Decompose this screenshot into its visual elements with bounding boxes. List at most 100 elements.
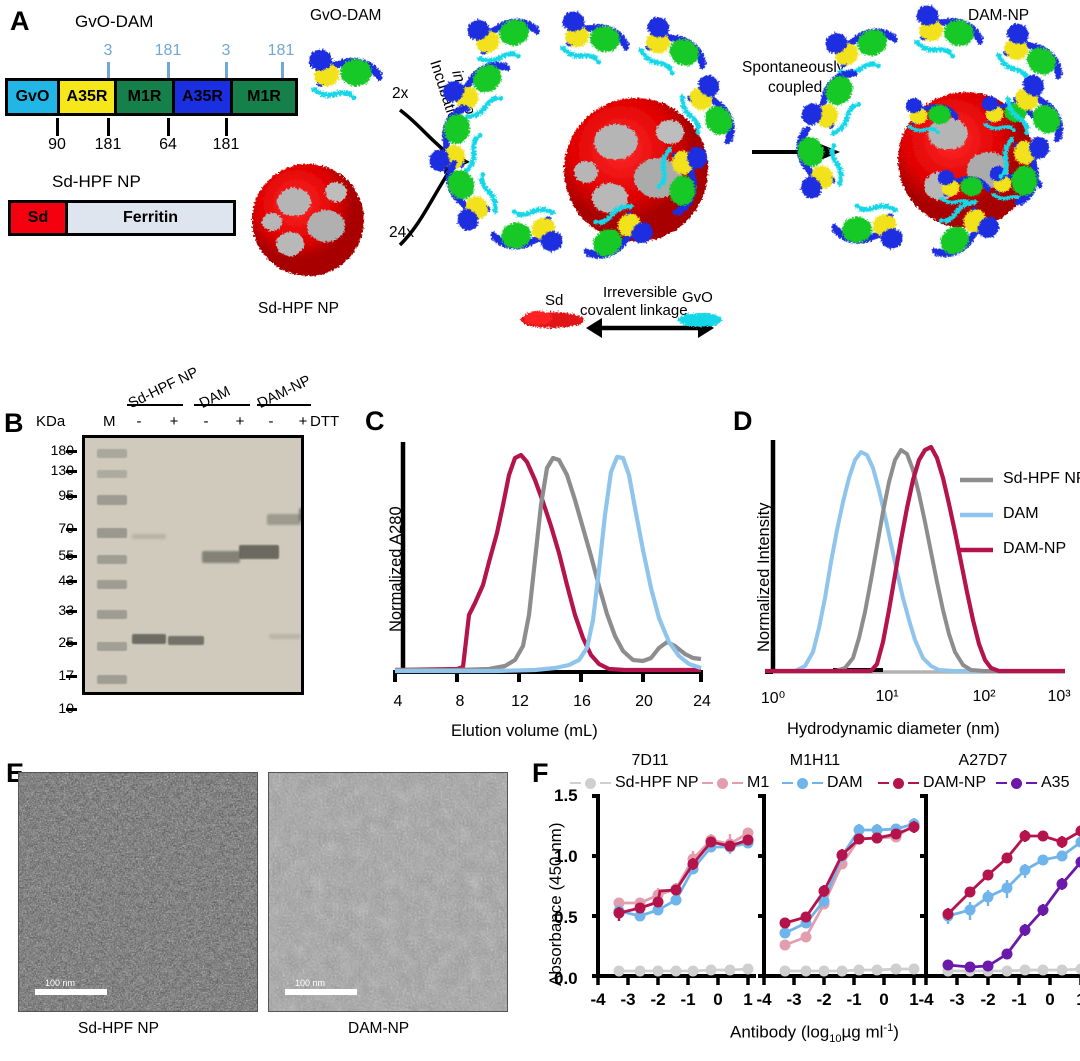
panel-b: B KDa M DTT Sd-HPF NP DAM DAM-NP - + - +… xyxy=(0,350,360,750)
panel-a-letter: A xyxy=(10,6,30,36)
group-label-dam-np: DAM-NP xyxy=(254,372,314,412)
bottom-tick-value-4: 181 xyxy=(212,136,240,153)
group-line-3 xyxy=(257,404,311,406)
panel-f: F 7D11 M1H11 A27D7 Sd-HPF NP M1 DAM DAM-… xyxy=(530,750,1080,1061)
panel-b-letter: B xyxy=(4,408,24,438)
legend-dash2-icon-4 xyxy=(908,781,919,785)
band-dam-minus xyxy=(202,551,240,563)
top-tick-value-2: 181 xyxy=(154,42,182,59)
panel-c-plot xyxy=(393,442,703,682)
top-tick-line-2 xyxy=(167,62,170,80)
ladder-band-17 xyxy=(97,675,127,684)
legend-label-1: Sd-HPF NP xyxy=(615,774,699,791)
kda-dash-95 xyxy=(66,495,77,498)
kda-dash-17 xyxy=(66,675,77,678)
top-tick-value-1: 3 xyxy=(103,42,113,59)
ladder-band-25 xyxy=(97,642,127,651)
f2-xtick-2: -3 xyxy=(786,990,802,1009)
panel-c: C Normalized A280 4 8 12 16 20 24 Elutio… xyxy=(355,400,725,750)
svg-text:in vitro: in vitro xyxy=(448,68,478,117)
legend-dash-icon-4 xyxy=(878,781,889,785)
ladder-band-43 xyxy=(97,580,127,589)
em-caption-2: DAM-NP xyxy=(348,1020,410,1037)
panel-d-xtick-2: 10¹ xyxy=(875,688,899,705)
band-damnp-plus xyxy=(299,508,301,521)
f1-xtick-3: -2 xyxy=(650,990,666,1009)
panel-c-xtick-1: 4 xyxy=(393,693,403,710)
ladder-band-180 xyxy=(97,449,127,458)
domain-seg-m1r-2: M1R xyxy=(233,81,295,113)
lane-sign-4: + xyxy=(235,413,245,430)
panel-f-subtitle-a27d7: A27D7 xyxy=(958,752,1008,769)
panel-c-xtick-6: 24 xyxy=(693,693,711,710)
f1-xtick-1: -4 xyxy=(590,990,606,1009)
top-tick-line-1 xyxy=(107,62,110,80)
f2-xtick-3: -2 xyxy=(816,990,832,1009)
panel-c-letter: C xyxy=(365,406,385,436)
gvo-dam-construct-bar: GvO A35R M1R A35R M1R xyxy=(5,78,298,116)
xlabel-sub: 10 xyxy=(829,1033,842,1046)
panel-c-xtick-5: 20 xyxy=(635,693,653,710)
ladder-band-95 xyxy=(97,495,127,505)
scale-bar-label-2: 100 nm xyxy=(295,978,326,988)
panel-f-plot-7d11 xyxy=(592,794,756,985)
svg-text:24x: 24x xyxy=(389,224,414,241)
kda-dash-55 xyxy=(66,555,77,558)
f2-xtick-6: 1 xyxy=(909,990,919,1009)
ladder-band-33 xyxy=(97,610,127,619)
svg-text:coupled: coupled xyxy=(768,79,822,96)
band-sdhpf-plus xyxy=(168,636,204,645)
f1-xtick-2: -3 xyxy=(620,990,636,1009)
lane-sign-3: - xyxy=(203,413,209,430)
em-image-sd-hpf-np: 100 nm xyxy=(18,772,258,1012)
group-line-1 xyxy=(127,404,183,406)
f2-xtick-1: -4 xyxy=(756,990,772,1009)
kda-axis-title: KDa xyxy=(36,413,66,430)
dtt-label: DTT xyxy=(310,413,340,430)
scale-bar-1 xyxy=(35,989,107,995)
bottom-tick-line-1 xyxy=(56,118,59,136)
top-tick-line-3 xyxy=(225,62,228,80)
lane-sign-2: + xyxy=(169,413,179,430)
panel-d-legend-2: DAM xyxy=(1003,505,1039,522)
f3-xtick-6: 1 xyxy=(1073,990,1080,1010)
sd-hpf-np-construct-bar: Sd Ferritin xyxy=(8,200,236,236)
legend-dot-icon-3 xyxy=(797,777,808,789)
f3-xtick-4: -1 xyxy=(1011,990,1027,1009)
svg-text:2x: 2x xyxy=(392,85,409,102)
ladder-band-130 xyxy=(97,470,127,478)
panel-d-xtick-3: 10² xyxy=(972,688,996,705)
panel-d-legend-3: DAM-NP xyxy=(1003,540,1067,557)
panel-f-ytick-1: 1.5 xyxy=(554,786,578,805)
panel-c-xtick-2: 8 xyxy=(455,693,465,710)
panel-d-xlabel: Hydrodynamic diameter (nm) xyxy=(787,720,1000,738)
legend-dam: DAM xyxy=(782,774,863,792)
legend-dash2-icon-3 xyxy=(812,781,823,785)
svg-text:GvO: GvO xyxy=(682,289,713,306)
legend-label-5: A35 xyxy=(1041,774,1070,791)
legend-sd-hpf-np: Sd-HPF NP xyxy=(570,774,699,792)
domain-seg-a35r-1: A35R xyxy=(60,81,117,113)
kda-dash-10 xyxy=(66,708,77,711)
legend-label-3: DAM xyxy=(827,774,863,791)
legend-dash2-icon-1 xyxy=(600,781,611,785)
panel-a: A GvO-DAM 3 181 3 181 GvO A35R M1R A35R … xyxy=(0,0,1080,350)
kda-dash-43 xyxy=(66,580,77,583)
lane-sign-6: + xyxy=(298,413,308,430)
panel-f-ytick-3: 0.5 xyxy=(554,908,578,927)
top-tick-value-4: 181 xyxy=(267,42,295,59)
np-seg-sd: Sd xyxy=(11,203,68,233)
em-caption-1: Sd-HPF NP xyxy=(78,1020,159,1037)
kda-label-130: 130 xyxy=(50,462,74,478)
xlabel-mid: µg ml xyxy=(841,1022,884,1042)
lane-sign-5: - xyxy=(268,413,274,430)
f3-xtick-3: -2 xyxy=(980,990,996,1009)
panel-d-xtick-4: 10³ xyxy=(1047,688,1071,705)
f1-xtick-6: 1 xyxy=(743,990,753,1009)
panel-f-subtitle-m1h11: M1H11 xyxy=(789,752,841,769)
band-damnp-minus xyxy=(267,514,301,525)
panel-f-subtitle-7d11: 7D11 xyxy=(631,752,669,769)
svg-text:DAM-NP: DAM-NP xyxy=(968,7,1029,24)
legend-a35: A35 xyxy=(996,774,1069,792)
bottom-tick-value-2: 181 xyxy=(94,136,122,153)
